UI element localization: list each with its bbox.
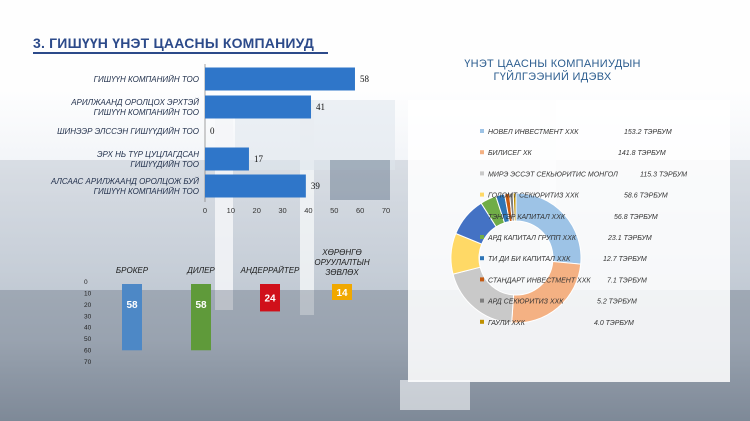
legend-label: НОВЕЛ ИНВЕСТМЕНТ ХХК bbox=[488, 129, 579, 136]
trading-activity-donut-chart: НОВЕЛ ИНВЕСТМЕНТ ХХК БИЛИСЕГ ХК МИРЭ ЭССЭТ… bbox=[450, 129, 687, 327]
x-tick-label: 40 bbox=[304, 206, 312, 215]
legend-value: 56.8 ТЭРБУМ bbox=[614, 214, 658, 221]
bar bbox=[205, 147, 249, 171]
category-label: АРИЛЖААНД ОРОЛЦОХ ЭРХТЭЙ bbox=[70, 98, 199, 107]
legend-value: 141.8 ТЭРБУМ bbox=[618, 150, 666, 157]
data-label: 17 bbox=[254, 154, 264, 164]
legend-label: ТИ ДИ БИ КАПИТАЛ ХХК bbox=[488, 256, 571, 263]
category-label: ДИЛЕР bbox=[186, 266, 215, 275]
legend-label: СТАНДАРТ ИНВЕСТМЕНТ ХХК bbox=[488, 277, 591, 284]
legend-label: АРД СЕКЮРИТИЗ ХХК bbox=[487, 299, 564, 306]
legend-swatch bbox=[480, 150, 484, 155]
legend-label: БИЛИСЕГ ХК bbox=[488, 150, 533, 157]
legend-swatch bbox=[480, 319, 484, 324]
category-label: ОРУУЛАЛТЫН bbox=[314, 258, 370, 267]
legend-label: ГАУЛИ ХХК bbox=[488, 320, 526, 327]
data-label: 39 bbox=[311, 181, 321, 191]
y-tick-label: 40 bbox=[84, 325, 92, 332]
bar bbox=[205, 67, 355, 91]
pie-slice bbox=[452, 266, 515, 324]
y-tick-label: 10 bbox=[84, 290, 92, 297]
category-label: БРОКЕР bbox=[116, 266, 149, 275]
data-label: 0 bbox=[210, 126, 215, 136]
legend-value: 4.0 ТЭРБУМ bbox=[594, 320, 634, 327]
x-tick-label: 0 bbox=[203, 206, 207, 215]
y-tick-label: 20 bbox=[84, 302, 92, 309]
data-label: 41 bbox=[316, 102, 325, 112]
pie-chart-title: ҮНЭТ ЦААСНЫ КОМПАНИУДЫН ГҮЙЛГЭЭНИЙ ИДЭВХ bbox=[440, 58, 665, 84]
y-tick-label: 60 bbox=[84, 348, 92, 355]
category-label: АЛСААС АРИЛЖААНД ОРОЛЦОЖ БУЙ bbox=[50, 177, 199, 186]
title-underline bbox=[33, 52, 328, 54]
legend-label: ГОЛОМТ СЕКЮРИТИЗ ХХК bbox=[488, 193, 580, 200]
data-label: 58 bbox=[360, 74, 370, 84]
legend-swatch bbox=[480, 171, 484, 176]
category-label: ХӨРӨНГӨ bbox=[321, 248, 361, 257]
license-type-bar-chart: 0 10 20 30 40 50 60 70 58 БРОКЕР 58 ДИЛЕР 24 АНДЕРРАЙ… bbox=[84, 248, 370, 366]
pie-title-line-2: ГҮЙЛГЭЭНИЙ ИДЭВХ bbox=[493, 71, 612, 83]
legend-value: 7.1 ТЭРБУМ bbox=[607, 277, 647, 284]
x-tick-label: 20 bbox=[253, 206, 261, 215]
legend-value: 115.3 ТЭРБУМ bbox=[640, 171, 687, 178]
legend-swatch bbox=[480, 235, 484, 239]
legend-value: 5.2 ТЭРБУМ bbox=[597, 299, 637, 306]
data-label: 58 bbox=[195, 300, 207, 311]
y-tick-label: 50 bbox=[84, 336, 92, 343]
category-label: ШИНЭЭР ЭЛССЭН ГИШҮҮДИЙН ТОО bbox=[57, 127, 199, 136]
member-count-bar-chart: ГИШҮҮН КОМПАНИЙН ТОО 58 АРИЛЖААНД ОРОЛЦОХ … bbox=[50, 64, 390, 215]
legend-value: 153.2 ТЭРБУМ bbox=[624, 129, 672, 136]
page-title: 3. ГИШҮҮН ҮНЭТ ЦААСНЫ КОМПАНИУД bbox=[33, 35, 315, 51]
legend-label: МИРЭ ЭССЭТ СЕКЬЮРИТИС МОНГОЛ bbox=[488, 171, 618, 178]
data-label: 24 bbox=[264, 294, 276, 305]
x-tick-label: 70 bbox=[382, 206, 390, 215]
legend-swatch bbox=[480, 129, 484, 133]
legend-swatch bbox=[480, 192, 484, 197]
category-label: ГИШҮҮН КОМПАНИЙН ТОО bbox=[94, 108, 199, 117]
y-tick-label: 30 bbox=[84, 313, 92, 320]
x-tick-label: 30 bbox=[278, 206, 286, 215]
pie-slice bbox=[515, 192, 582, 265]
category-label: ЭРХ НЬ ТҮР ЦУЦЛАГДСАН bbox=[97, 150, 199, 159]
category-label: ГИШҮҮН КОМПАНИЙН ТОО bbox=[94, 75, 199, 84]
bar bbox=[191, 284, 211, 351]
legend-swatch bbox=[480, 298, 484, 303]
legend-label: АРД КАПИТАЛ ГРУПП ХХК bbox=[487, 235, 577, 242]
bar bbox=[122, 284, 142, 351]
pie-slice bbox=[512, 192, 517, 222]
y-tick-label: 0 bbox=[84, 279, 88, 286]
x-tick-label: 50 bbox=[330, 206, 338, 215]
data-label: 14 bbox=[336, 288, 348, 299]
legend-swatch bbox=[480, 213, 484, 218]
data-label: 58 bbox=[126, 300, 138, 311]
y-tick-label: 70 bbox=[84, 359, 92, 366]
legend-value: 23.1 ТЭРБУМ bbox=[607, 235, 652, 242]
legend-value: 12.7 ТЭРБУМ bbox=[603, 256, 647, 263]
x-tick-label: 10 bbox=[227, 206, 235, 215]
legend-swatch bbox=[480, 277, 484, 282]
bar bbox=[332, 284, 352, 300]
category-label: ГИШҮҮН КОМПАНИЙН ТОО bbox=[94, 187, 199, 196]
legend-swatch bbox=[480, 256, 484, 261]
x-tick-label: 60 bbox=[356, 206, 364, 215]
category-label: ГИШҮҮДИЙН ТОО bbox=[130, 160, 199, 169]
category-label: АНДЕРРАЙТЕР bbox=[240, 266, 300, 275]
bar bbox=[205, 174, 306, 198]
bar bbox=[260, 284, 280, 312]
legend-label: ТЭНГЭР КАПИТАЛ ХХК bbox=[488, 214, 566, 221]
pie-title-line-1: ҮНЭТ ЦААСНЫ КОМПАНИУДЫН bbox=[464, 58, 641, 70]
pie-slice bbox=[511, 260, 582, 324]
bar bbox=[205, 95, 312, 119]
legend-value: 58.6 ТЭРБУМ bbox=[624, 193, 668, 200]
category-label: ЗӨВЛӨХ bbox=[325, 268, 359, 277]
